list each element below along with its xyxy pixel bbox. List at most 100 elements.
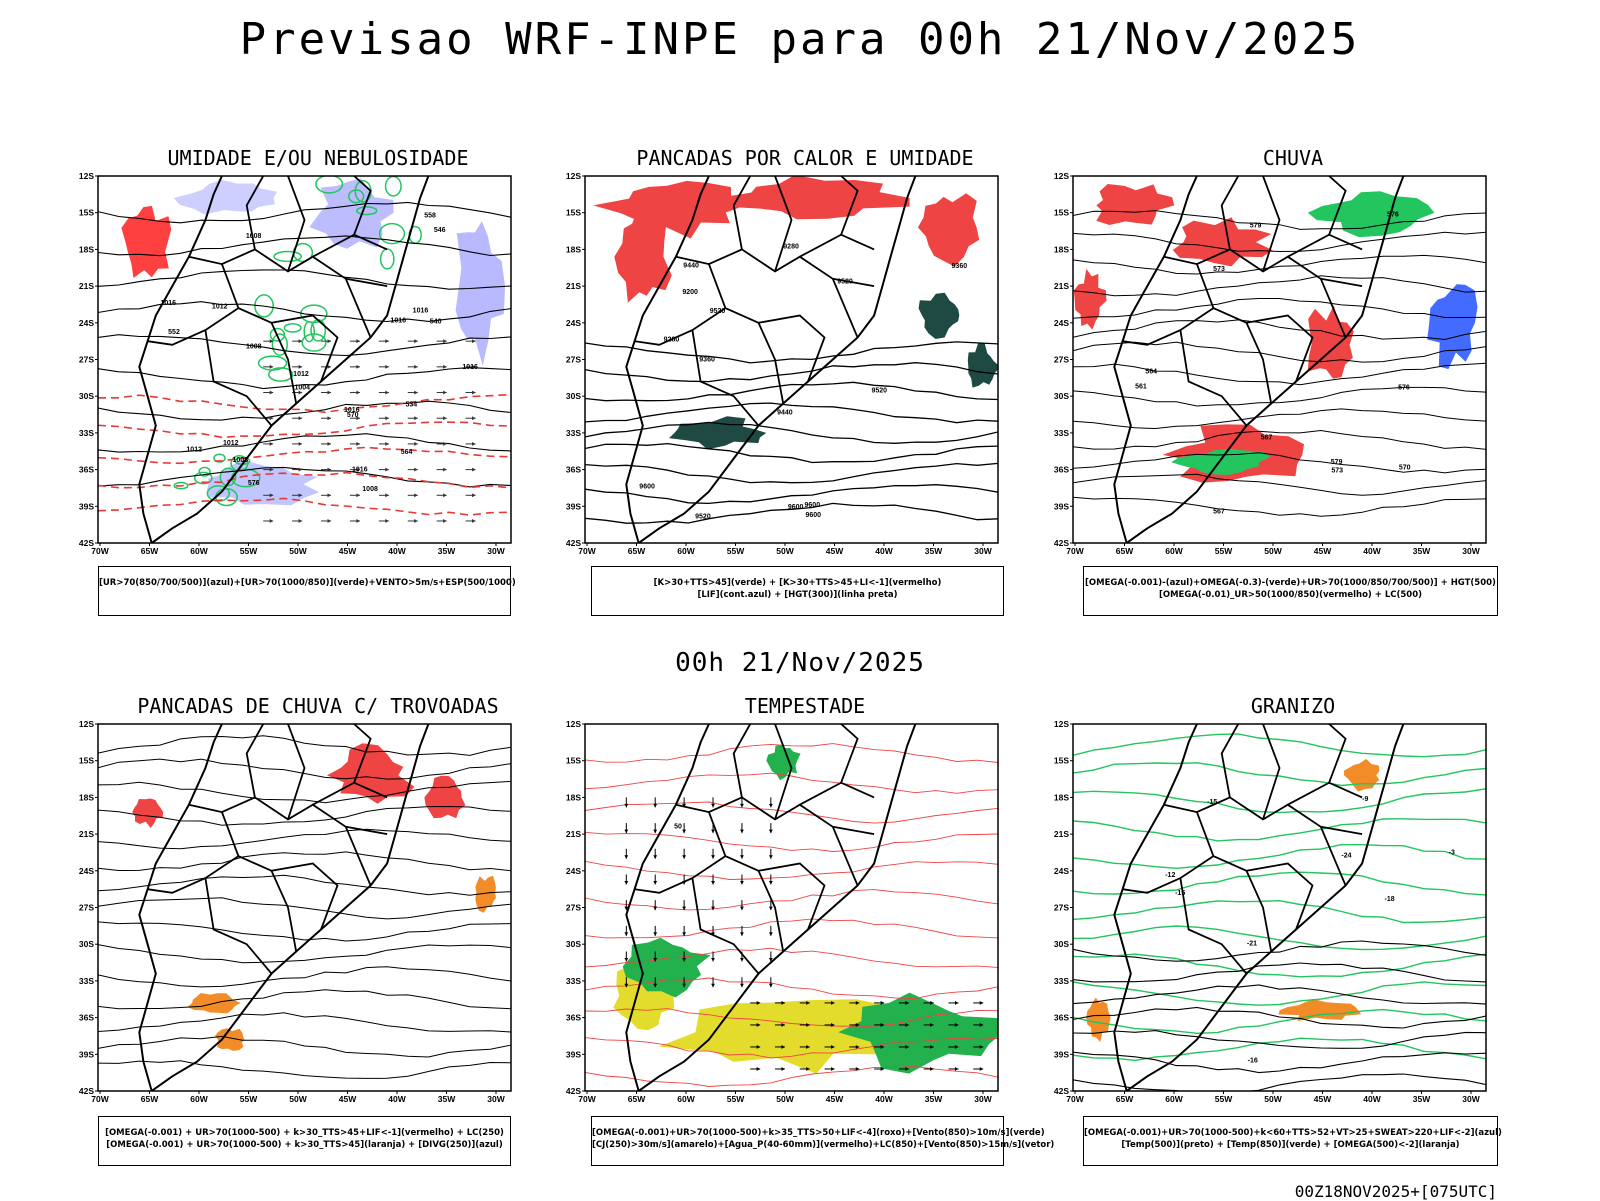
legend-line: [OMEGA(-0.001) + UR>70(1000-500) + k>30_… xyxy=(99,1139,510,1151)
contour-label: 564 xyxy=(401,449,413,456)
legend-line: [CJ(250)>30m/s](amarelo)+[Agua_P(40-60mm… xyxy=(592,1139,1003,1151)
contour-label: 552 xyxy=(168,329,180,336)
lat-label: 39S xyxy=(79,501,94,511)
panel-title: CHUVA xyxy=(1033,146,1553,170)
map-svg: -3-12-15-18-21-24-15-9-1612S15S18S21S24S… xyxy=(1033,720,1533,1118)
lat-label: 12S xyxy=(79,172,94,181)
legend-line: [Temp(500)](preto) + [Temp(850)](verde) … xyxy=(1084,1139,1497,1151)
contour-label: 9520 xyxy=(710,308,726,315)
panel-title: UMIDADE E/OU NEBULOSIDADE xyxy=(58,146,578,170)
lon-label: 55W xyxy=(240,1094,258,1104)
panel-title: GRANIZO xyxy=(1033,694,1553,718)
contour-label: -15 xyxy=(1207,799,1217,806)
lat-label: 33S xyxy=(79,428,94,438)
lon-label: 65W xyxy=(1116,546,1134,556)
lat-label: 18S xyxy=(566,244,581,254)
contour-label: 9360 xyxy=(952,263,968,270)
lat-label: 21S xyxy=(79,281,94,291)
contour-label: 576 xyxy=(1398,385,1410,392)
contour-label: 576 xyxy=(1387,211,1399,218)
contour-label: 573 xyxy=(1331,468,1343,475)
lat-label: 12S xyxy=(1054,172,1069,181)
lat-label: 30S xyxy=(79,391,94,401)
lat-label: 24S xyxy=(1054,866,1069,876)
lat-label: 39S xyxy=(566,501,581,511)
contour-label: 1012 xyxy=(186,447,202,454)
lat-label: 24S xyxy=(566,866,581,876)
lon-label: 45W xyxy=(1314,1094,1332,1104)
lon-label: 65W xyxy=(1116,1094,1134,1104)
lat-label: 12S xyxy=(566,720,581,729)
lat-label: 18S xyxy=(566,792,581,802)
contour-label: 1016 xyxy=(413,307,429,314)
lat-label: 36S xyxy=(566,1013,581,1023)
lat-label: 12S xyxy=(1054,720,1069,729)
lon-label: 40W xyxy=(388,546,406,556)
legend-line: [OMEGA(-0.001)+UR>70(1000-500)+k<60+TTS>… xyxy=(1084,1127,1497,1139)
lon-label: 55W xyxy=(727,1094,745,1104)
lon-label: 70W xyxy=(578,1094,596,1104)
contour-label: 1016 xyxy=(462,364,478,371)
main-title: Previsao WRF-INPE para 00h 21/Nov/2025 xyxy=(0,14,1600,65)
map-legend: [UR>70(850/700/500)](azul)+[UR>70(1000/8… xyxy=(98,566,511,616)
contour-label: 50 xyxy=(674,823,682,830)
lat-label: 39S xyxy=(1054,501,1069,511)
lat-label: 15S xyxy=(1054,756,1069,766)
lon-label: 50W xyxy=(289,1094,307,1104)
contour-label: 9440 xyxy=(777,410,793,417)
lat-label: 39S xyxy=(79,1049,94,1059)
contour-label: 579 xyxy=(1331,459,1343,466)
lon-label: 40W xyxy=(1363,1094,1381,1104)
contour-label: -12 xyxy=(1165,872,1175,879)
lat-label: 24S xyxy=(1054,318,1069,328)
contour-label: -15 xyxy=(1175,890,1185,897)
contour-label: 1012 xyxy=(212,304,228,311)
lon-label: 60W xyxy=(190,1094,208,1104)
contour-label: 561 xyxy=(1135,384,1147,391)
contour-label: 567 xyxy=(1213,508,1225,515)
lat-label: 30S xyxy=(566,939,581,949)
contour-label: -3 xyxy=(1449,850,1455,857)
lat-label: 39S xyxy=(1054,1049,1069,1059)
lat-label: 24S xyxy=(79,318,94,328)
lat-label: 39S xyxy=(566,1049,581,1059)
lon-label: 50W xyxy=(1264,546,1282,556)
lon-label: 65W xyxy=(628,546,646,556)
lon-label: 40W xyxy=(875,546,893,556)
map-legend: [OMEGA(-0.001)+UR>70(1000-500)+k>35_TTS>… xyxy=(591,1116,1004,1166)
contour-label: 558 xyxy=(424,212,436,219)
lon-label: 30W xyxy=(1462,1094,1480,1104)
lat-label: 36S xyxy=(79,1013,94,1023)
lon-label: 30W xyxy=(974,546,992,556)
lon-label: 30W xyxy=(487,1094,505,1104)
lon-label: 50W xyxy=(776,546,794,556)
map-svg: 9600960096009600952095209520952094409440… xyxy=(545,172,1045,570)
legend-line: [OMEGA(-0.001)-(azul)+OMEGA(-0.3)-(verde… xyxy=(1084,577,1497,589)
lat-label: 33S xyxy=(79,976,94,986)
legend-line: [OMEGA(-0.001) + UR>70(1000-500) + k>30_… xyxy=(99,1127,510,1139)
lon-label: 60W xyxy=(1165,546,1183,556)
lon-label: 30W xyxy=(1462,546,1480,556)
contour-label: -21 xyxy=(1247,941,1257,948)
contour-label: 1012 xyxy=(293,371,309,378)
lat-label: 27S xyxy=(1054,903,1069,913)
lat-label: 21S xyxy=(566,829,581,839)
contour-label: -16 xyxy=(1248,1058,1258,1065)
contour-label: 9280 xyxy=(783,243,799,250)
contour-label: 1016 xyxy=(390,318,406,325)
lon-label: 65W xyxy=(141,546,159,556)
lat-label: 33S xyxy=(1054,428,1069,438)
contour-label: 573 xyxy=(1213,266,1225,273)
lat-label: 15S xyxy=(566,756,581,766)
lat-label: 21S xyxy=(1054,281,1069,291)
lon-label: 45W xyxy=(339,1094,357,1104)
lon-label: 55W xyxy=(240,546,258,556)
